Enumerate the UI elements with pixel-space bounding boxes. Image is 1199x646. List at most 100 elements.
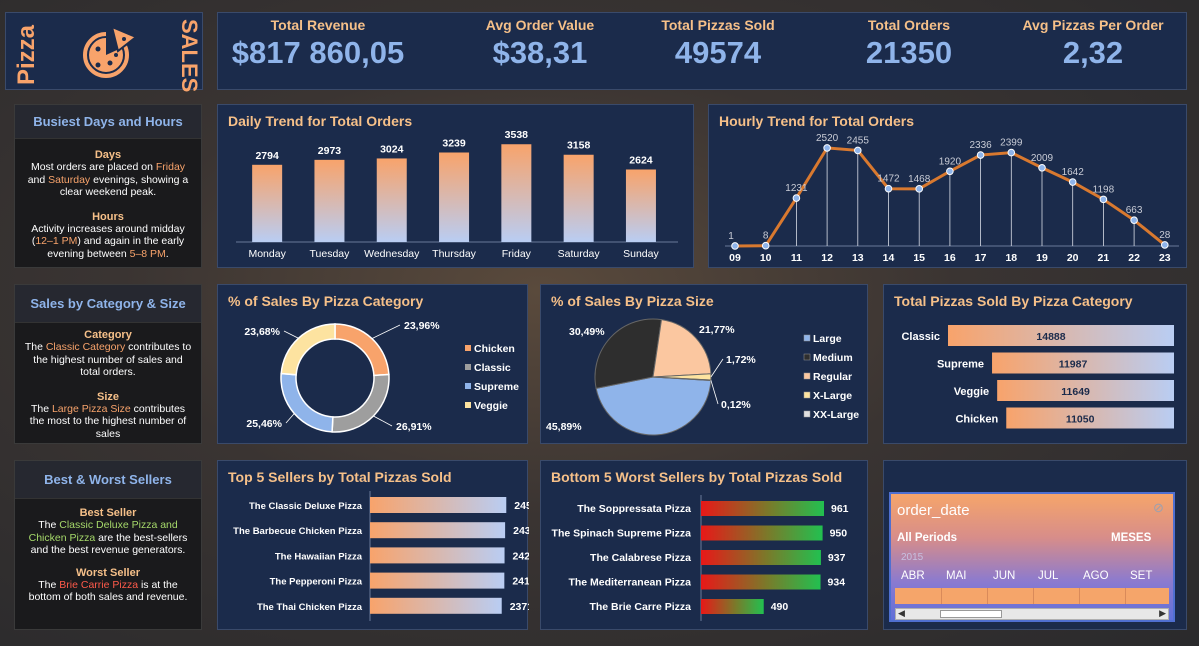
data-label: 2432 [513,525,529,537]
bar [1006,407,1174,429]
kpi-value: 2,32 [1062,35,1124,70]
bar [376,158,407,242]
period-type-dropdown[interactable]: MESES [1111,532,1152,544]
scroll-left-icon[interactable]: ◀ [898,608,905,618]
info-text: Most orders are placed on Friday and Sat… [27,161,189,198]
month-label[interactable]: JUN [993,570,1016,582]
data-label: 2520 [816,133,839,144]
category-label: Classic [901,331,940,343]
tick-label: 13 [852,252,864,264]
donut-slice [280,372,334,433]
data-point [946,167,954,176]
bar [439,152,470,242]
bar [701,599,764,614]
data-label: 2455 [847,135,870,146]
data-label: 2418 [512,576,529,588]
donut-slice [280,323,336,376]
chart-title: Total Pizzas Sold By Pizza Category [894,293,1133,309]
bar [370,497,507,513]
data-label: 45,89% [546,421,582,433]
data-label: 11050 [1066,414,1095,426]
category-qty-chart: Classic 14888 Supreme 11987 Veggie 11649 Chick… [901,325,1174,429]
tick-label: 19 [1036,252,1048,264]
tick-label: 11 [791,252,802,264]
data-label: 2422 [513,550,529,562]
order-date-slicer[interactable]: order_date ⊘ All Periods MESES 2015 ABR … [889,492,1175,622]
bar [370,597,502,614]
legend-swatch [803,353,811,361]
kpi-total-pizzas-sold: Total Pizzas Sold 49574 [618,17,818,71]
tick-label: Saturday [558,248,601,260]
info-title: Best & Worst Sellers [15,461,201,499]
data-label: 934 [828,577,846,589]
tick-label: 14 [883,252,895,264]
category-label: The Pepperoni Pizza [270,577,363,588]
top5-panel: Top 5 Sellers by Total Pizzas Sold The C… [217,460,529,630]
legend-label: Regular [813,371,852,383]
data-label: 1231 [785,183,808,194]
data-label: 3158 [567,140,591,152]
tick-label: 18 [1005,252,1017,264]
clear-filter-icon[interactable]: ⊘ [1153,500,1164,515]
legend-swatch [465,402,471,408]
logo-sales-text: SALES [177,19,202,93]
data-label: 1642 [1062,167,1085,178]
data-point [915,185,923,193]
scroll-thumb[interactable] [940,610,1002,618]
legend-label: Medium [813,352,853,364]
kpi-label: Total Pizzas Sold [661,17,775,33]
bar [701,525,823,541]
tick-label: 12 [821,252,833,264]
kpi-label: Total Orders [867,17,951,33]
top5-chart: The Classic Deluxe Pizza 2453 The Barbecue… [233,491,529,621]
bar [948,325,1174,346]
pizza-icon [81,25,138,80]
info-subhead: Worst Seller [76,566,140,579]
category-pct-chart: 23,96% 26,91% 25,46% 23,68% Chicken Classic Su… [244,320,519,433]
tick-label: 15 [913,252,925,264]
chart-title: Bottom 5 Worst Sellers by Total Pizzas S… [551,469,843,485]
info-subhead: Days [94,149,122,161]
legend-label: Large [813,333,842,345]
info-subhead: Category [84,329,132,341]
data-label: 26,91% [396,421,432,433]
legend-swatch [465,364,471,370]
legend-label: X-Large [813,390,852,402]
pie-slice [595,376,712,436]
kpi-panel: Total Revenue $817 860,05 Avg Order Valu… [217,12,1187,90]
scroll-right-icon[interactable]: ▶ [1159,608,1166,618]
tick-label: Tuesday [310,248,351,260]
kpi-avg-order-value: Avg Order Value $38,31 [440,17,640,71]
month-label[interactable]: MAI [946,570,967,582]
info-text: The Classic Deluxe Pizza and Chicken Piz… [28,519,188,556]
data-label: 3239 [442,138,466,150]
info-subhead: Size [96,390,119,403]
category-label: Supreme [937,359,984,371]
kpi-label: Avg Pizzas Per Order [1022,17,1164,33]
month-label[interactable]: AGO [1083,570,1109,582]
month-label[interactable]: ABR [901,570,925,582]
info-text: Activity increases around midday (12–1 P… [31,222,185,260]
timeline-scrollbar[interactable]: ◀ ▶ [895,608,1169,620]
data-label: 3024 [380,143,404,155]
tick-label: 09 [729,252,741,264]
legend-label: Supreme [474,381,519,393]
info-title: Sales by Category & Size [15,285,201,323]
month-label[interactable]: JUL [1038,570,1059,582]
leader-line [373,415,393,427]
info-busiest-days-hours: Busiest Days and Hours Days Most orders … [14,104,202,268]
year-label: 2015 [901,552,924,563]
donut-slice [331,373,390,433]
data-label: 2794 [255,150,279,162]
data-point [761,241,770,250]
timeline-bar[interactable] [895,588,1169,604]
bar [701,501,825,516]
legend-swatch [465,383,471,389]
data-label: 2371 [510,601,529,613]
daily-trend-chart: 2794 Monday 2973 Tuesday 3024 Wednesday 3239 Th… [236,129,678,260]
data-point [792,194,801,202]
legend-label: Veggie [474,400,508,412]
category-label: Chicken [955,414,998,426]
info-title: Busiest Days and Hours [15,105,201,139]
month-label[interactable]: SET [1130,570,1153,582]
